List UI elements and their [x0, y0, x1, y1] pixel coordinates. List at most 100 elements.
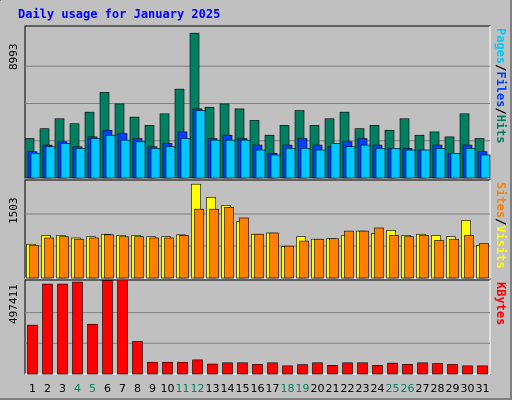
bar-sites-day-1	[29, 245, 39, 279]
bar-pages-day-18	[285, 148, 296, 179]
bar-kbytes-day-14	[222, 362, 233, 375]
x-tick-label-day-16: 16	[251, 382, 265, 395]
bar-pages-day-24	[375, 148, 386, 179]
x-tick-label-day-14: 14	[221, 382, 235, 395]
bar-sites-day-7	[119, 236, 129, 279]
bar-kbytes-day-19	[297, 364, 308, 375]
bar-sites-day-6	[104, 234, 114, 279]
bar-sites-day-9	[149, 237, 159, 279]
legend-separator: /	[494, 107, 508, 115]
x-tick-label-day-10: 10	[161, 382, 175, 395]
bar-kbytes-day-7	[117, 279, 128, 375]
bar-kbytes-day-20	[312, 362, 323, 375]
x-tick-label-day-31: 31	[476, 382, 490, 395]
x-tick-label-day-29: 29	[446, 382, 460, 395]
bar-sites-day-26	[404, 236, 414, 279]
bar-sites-day-4	[74, 238, 84, 279]
legend-files: Files	[494, 71, 508, 108]
bar-kbytes-day-17	[267, 362, 278, 375]
x-tick-label-day-19: 19	[296, 382, 310, 395]
x-tick-label-day-3: 3	[59, 382, 66, 395]
bar-kbytes-day-10	[162, 361, 173, 375]
bar-pages-day-30	[465, 148, 476, 179]
bar-pages-day-22	[345, 146, 356, 179]
bar-sites-day-5	[89, 237, 99, 279]
bar-sites-day-17	[269, 232, 279, 279]
bar-pages-day-26	[405, 149, 416, 179]
bar-pages-day-7	[120, 139, 131, 179]
bar-kbytes-day-12	[192, 359, 203, 375]
bar-kbytes-day-4	[72, 281, 83, 375]
bar-sites-day-10	[164, 237, 174, 279]
bar-kbytes-day-18	[282, 365, 293, 375]
bar-kbytes-day-28	[432, 363, 443, 375]
x-tick-label-day-8: 8	[134, 382, 141, 395]
bar-kbytes-day-25	[387, 362, 398, 375]
bar-kbytes-day-30	[462, 365, 473, 375]
bar-pages-day-23	[360, 144, 371, 179]
panel-kbytes-ymax-label: 497411	[7, 284, 20, 324]
bar-kbytes-day-31	[477, 365, 488, 375]
bar-kbytes-day-21	[327, 365, 338, 375]
bar-kbytes-day-15	[237, 362, 248, 375]
bar-pages-day-19	[300, 148, 311, 179]
bar-pages-day-1	[30, 153, 41, 179]
x-tick-label-day-15: 15	[236, 382, 250, 395]
bar-sites-day-16	[254, 233, 264, 279]
panel-visits-ymax-label: 1503	[7, 197, 20, 225]
bar-pages-day-13	[210, 139, 221, 179]
x-tick-label-day-13: 13	[206, 382, 220, 395]
bar-sites-day-18	[284, 245, 294, 279]
bar-kbytes-day-22	[342, 362, 353, 375]
bar-kbytes-day-6	[102, 280, 113, 375]
bar-pages-day-15	[240, 139, 251, 179]
x-tick-label-day-21: 21	[326, 382, 340, 395]
bar-pages-day-8	[135, 141, 146, 179]
bar-pages-day-21	[330, 143, 341, 179]
x-tick-label-day-11: 11	[176, 382, 190, 395]
bar-kbytes-day-26	[402, 364, 413, 375]
legend-kbytes: KBytes	[494, 282, 508, 326]
bar-sites-day-28	[434, 240, 444, 279]
bar-pages-day-10	[165, 146, 176, 179]
bar-pages-day-28	[435, 148, 446, 179]
bar-pages-day-27	[420, 149, 431, 179]
bar-kbytes-day-1	[27, 324, 38, 375]
bar-pages-day-4	[75, 148, 86, 179]
x-tick-label-day-22: 22	[341, 382, 355, 395]
bar-sites-day-2	[44, 237, 54, 279]
bar-sites-day-27	[419, 235, 429, 279]
bar-sites-day-31	[479, 243, 489, 279]
bar-sites-day-19	[299, 240, 309, 279]
bar-sites-day-11	[179, 235, 189, 279]
bar-kbytes-day-23	[357, 362, 368, 375]
x-tick-label-day-26: 26	[401, 382, 415, 395]
bar-kbytes-day-8	[132, 341, 143, 375]
bar-sites-day-21	[329, 238, 339, 279]
legend-hits: Hits	[494, 114, 508, 144]
bar-sites-day-12	[194, 208, 204, 279]
panel-hits-files-pages	[24, 25, 491, 179]
bar-sites-day-30	[464, 235, 474, 279]
x-tick-label-day-5: 5	[89, 382, 96, 395]
bar-pages-day-9	[150, 148, 161, 179]
panel-kbytes-legend: KBytes	[494, 282, 508, 325]
x-tick-label-day-12: 12	[191, 382, 205, 395]
bar-kbytes-day-5	[87, 323, 98, 375]
x-tick-label-day-30: 30	[461, 382, 475, 395]
bar-pages-day-6	[105, 134, 116, 179]
bar-kbytes-day-3	[57, 283, 68, 375]
panel-hits-ymax-label: 8993	[7, 43, 20, 71]
bar-pages-day-25	[390, 148, 401, 179]
panel-visits-legend: Sites/Visits	[494, 182, 508, 269]
x-tick-label-day-20: 20	[311, 382, 325, 395]
x-tick-label-day-4: 4	[74, 382, 81, 395]
x-tick-label-day-9: 9	[149, 382, 156, 395]
bar-pages-day-3	[60, 143, 71, 179]
legend-pages: Pages	[494, 28, 508, 65]
bar-sites-day-8	[134, 236, 144, 279]
bar-pages-day-11	[180, 138, 191, 179]
x-tick-label-day-28: 28	[431, 382, 445, 395]
